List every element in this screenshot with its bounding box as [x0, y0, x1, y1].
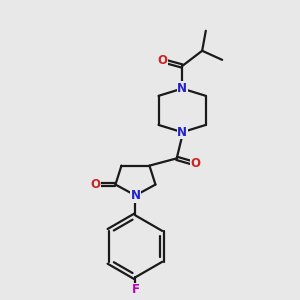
Text: N: N: [177, 82, 187, 95]
Text: O: O: [190, 157, 201, 170]
Text: F: F: [131, 284, 140, 296]
Text: O: O: [91, 178, 100, 191]
Text: N: N: [177, 126, 187, 139]
Text: O: O: [157, 54, 167, 67]
Text: N: N: [130, 189, 140, 202]
